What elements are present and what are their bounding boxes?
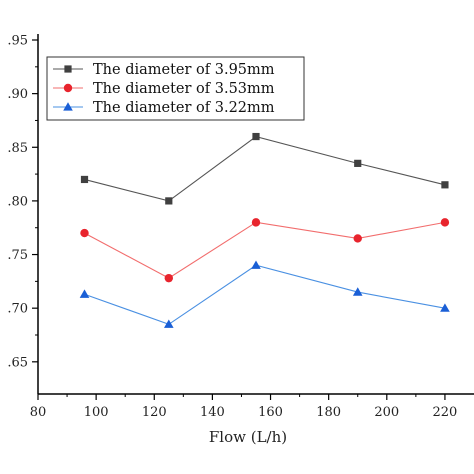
data-point: [440, 218, 450, 227]
y-tick-label: .95: [7, 34, 28, 49]
legend-swatch-marker: [63, 102, 73, 111]
series-3: [79, 260, 450, 328]
data-point: [251, 218, 261, 227]
series-line: [84, 264, 446, 325]
data-point: [165, 197, 173, 205]
data-point: [354, 159, 362, 167]
data-point: [80, 228, 89, 238]
x-tick-label: 100: [84, 405, 109, 420]
y-tick-label: .65: [7, 355, 28, 370]
series-1: [80, 132, 449, 205]
y-tick-label: .80: [7, 194, 28, 209]
data-point: [79, 289, 90, 298]
y-tick-label: .75: [7, 248, 28, 263]
x-axis-title: Flow (L/h): [209, 428, 287, 446]
x-tick-label: 80: [30, 405, 47, 420]
data-point: [353, 234, 362, 243]
legend-entry: The diameter of 3.22mm: [93, 100, 275, 116]
axes: 80 100 120 140 160 180 200 220 .65 .70 .75 .80 .85 .9…: [7, 34, 474, 420]
x-tick-label: 160: [258, 405, 283, 420]
data-point: [252, 132, 260, 141]
data-point: [251, 260, 261, 269]
y-tick-label: .90: [7, 87, 28, 102]
x-tick-label: 220: [433, 405, 458, 420]
x-tick-label: 180: [316, 405, 341, 420]
series-layer: [79, 132, 450, 328]
data-point: [352, 287, 363, 296]
x-tick-label: 120: [142, 405, 167, 420]
data-point: [440, 303, 450, 312]
legend-entry: The diameter of 3.53mm: [93, 81, 275, 97]
legend: The diameter of 3.95mm The diameter of 3.…: [46, 56, 305, 121]
data-point: [164, 319, 174, 328]
y-tick-label: .70: [7, 302, 28, 317]
series-line: [84, 135, 446, 202]
data-point: [80, 175, 89, 184]
y-tick-label: .85: [7, 141, 28, 156]
x-tick-label: 140: [200, 405, 225, 420]
series-line: [84, 221, 446, 279]
legend-entry: The diameter of 3.95mm: [93, 62, 275, 78]
legend-swatch-marker: [63, 83, 73, 93]
series-2: [80, 218, 450, 283]
x-tick-label: 200: [374, 405, 399, 420]
legend-swatch-marker: [64, 65, 72, 73]
legend-box: [46, 56, 305, 121]
data-point: [441, 181, 449, 189]
data-point: [164, 273, 173, 283]
